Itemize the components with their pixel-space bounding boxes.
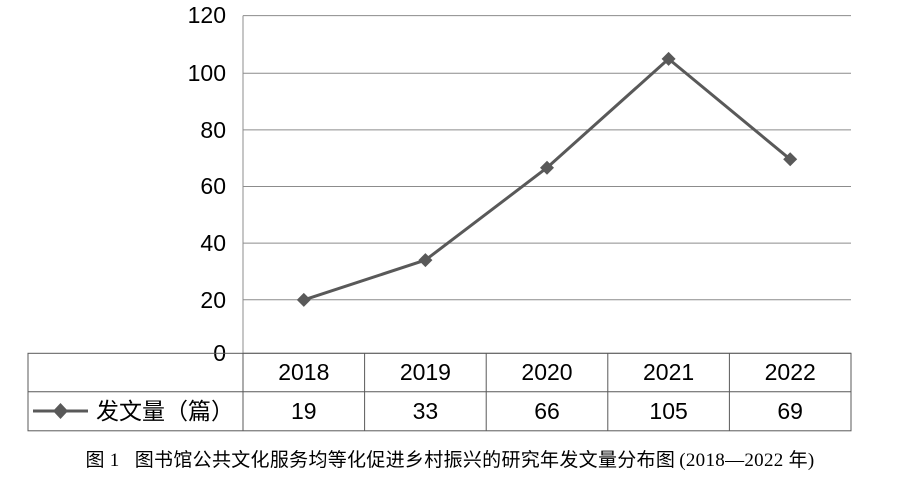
svg-text:2021: 2021 xyxy=(643,359,694,385)
svg-text:60: 60 xyxy=(200,173,226,199)
svg-text:100: 100 xyxy=(188,60,226,86)
svg-text:20: 20 xyxy=(200,287,226,313)
svg-text:80: 80 xyxy=(200,117,226,143)
svg-text:发文量（篇）: 发文量（篇） xyxy=(96,398,234,424)
svg-text:105: 105 xyxy=(649,398,687,424)
svg-text:40: 40 xyxy=(200,230,226,256)
svg-text:2020: 2020 xyxy=(521,359,572,385)
svg-text:2022: 2022 xyxy=(765,359,816,385)
svg-text:69: 69 xyxy=(777,398,803,424)
svg-text:120: 120 xyxy=(188,2,226,28)
svg-text:66: 66 xyxy=(534,398,560,424)
svg-text:2018: 2018 xyxy=(278,359,329,385)
svg-text:19: 19 xyxy=(291,398,317,424)
svg-text:2019: 2019 xyxy=(400,359,451,385)
svg-text:33: 33 xyxy=(413,398,439,424)
